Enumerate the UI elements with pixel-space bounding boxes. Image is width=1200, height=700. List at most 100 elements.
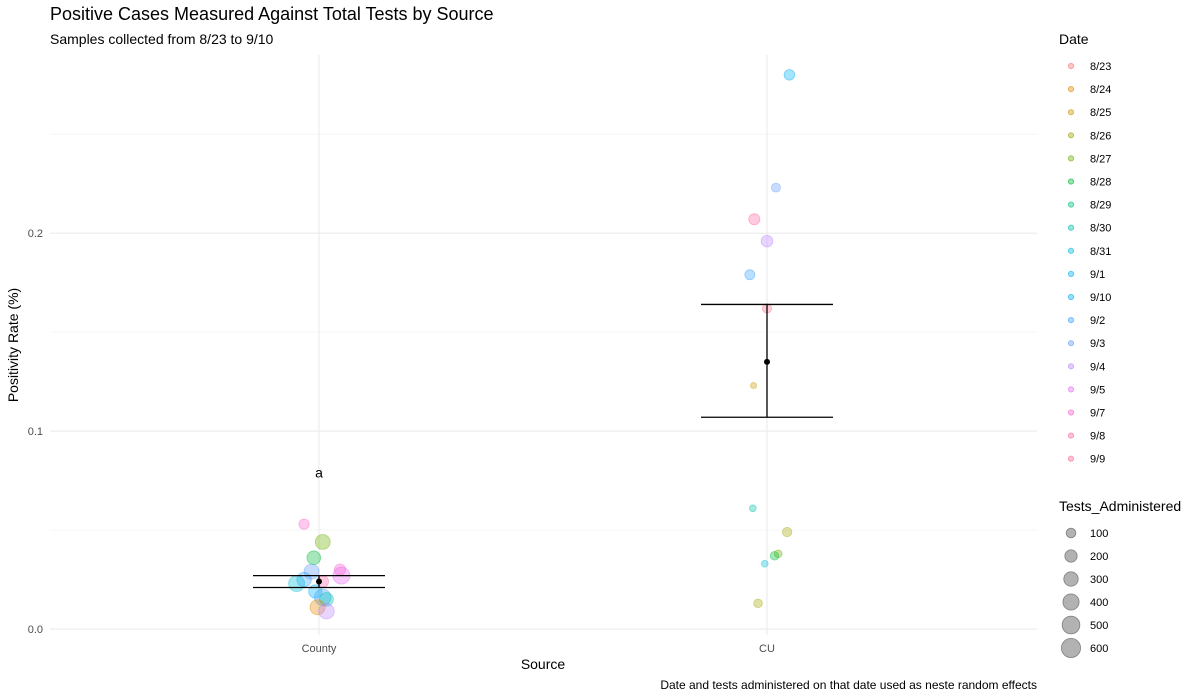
legend-label: 8/28 — [1090, 177, 1111, 189]
legend: Date 8/23 8/24 8/25 8/26 8/27 8/28 8/29 8/30 8/3… — [1059, 31, 1181, 659]
data-point — [306, 550, 322, 566]
y-axis-title: Positivity Rate (%) — [5, 288, 21, 402]
size-legend-item: 400 — [1062, 593, 1108, 611]
legend-label: 8/31 — [1090, 246, 1111, 258]
legend-label: 9/2 — [1090, 315, 1105, 327]
legend-key — [1065, 527, 1077, 539]
legend-label: 600 — [1090, 643, 1108, 655]
legend-key — [1067, 270, 1075, 277]
size-legend-items: 100 200 300 400 500 600 — [1061, 527, 1108, 659]
legend-label: 8/25 — [1090, 107, 1111, 119]
data-point — [750, 382, 758, 390]
color-legend-item: 9/10 — [1067, 292, 1111, 304]
legend-label: 8/30 — [1090, 223, 1111, 235]
estimate-point — [316, 578, 322, 585]
data-point — [749, 504, 757, 513]
legend-key — [1067, 340, 1075, 347]
data-point — [298, 518, 310, 530]
chart-title: Positive Cases Measured Against Total Te… — [50, 4, 494, 24]
data-point — [783, 69, 796, 81]
color-legend-item: 9/5 — [1067, 384, 1105, 396]
estimate-layer — [253, 303, 833, 589]
legend-label: 9/8 — [1090, 431, 1105, 443]
legend-key — [1067, 201, 1075, 208]
color-legend-item: 8/30 — [1067, 223, 1111, 235]
data-point — [753, 598, 763, 609]
data-point — [760, 234, 774, 248]
legend-key — [1063, 571, 1079, 587]
legend-key — [1067, 317, 1075, 324]
x-axis-title: Source — [521, 656, 566, 672]
y-tick-label: 0.0 — [28, 624, 43, 636]
legend-label: 9/1 — [1090, 269, 1105, 281]
color-legend-item: 8/31 — [1067, 246, 1111, 258]
legend-label: 8/27 — [1090, 153, 1111, 165]
legend-label: 8/24 — [1090, 84, 1111, 96]
y-tick-label: 0.2 — [28, 228, 43, 240]
legend-label: 100 — [1090, 528, 1108, 540]
color-legend-item: 9/3 — [1067, 338, 1105, 350]
data-point — [314, 588, 332, 607]
legend-key — [1061, 615, 1081, 635]
color-legend-title: Date — [1059, 31, 1089, 47]
color-legend-item: 9/9 — [1067, 454, 1105, 466]
size-legend-title: Tests_Administered — [1059, 498, 1181, 514]
color-legend-items: 8/23 8/24 8/25 8/26 8/27 8/28 8/29 8/30 8/31 9/1 9… — [1067, 61, 1111, 466]
color-legend-item: 8/28 — [1067, 177, 1111, 189]
estimate-point — [764, 358, 770, 365]
color-legend-item: 8/29 — [1067, 200, 1111, 212]
legend-key — [1067, 132, 1075, 139]
legend-label: 9/7 — [1090, 408, 1105, 420]
legend-label: 9/5 — [1090, 384, 1105, 396]
data-point — [318, 603, 335, 620]
chart-subtitle: Samples collected from 8/23 to 9/10 — [50, 31, 274, 47]
legend-label: 9/9 — [1090, 454, 1105, 466]
legend-key — [1061, 638, 1082, 659]
color-legend-item: 8/25 — [1067, 107, 1111, 119]
annotation-label: a — [315, 465, 323, 481]
legend-key — [1062, 593, 1080, 611]
color-legend-item: 9/8 — [1067, 431, 1105, 443]
color-legend-item: 8/23 — [1067, 61, 1111, 73]
data-point — [319, 592, 334, 607]
data-point — [748, 213, 761, 226]
chart-caption: Date and tests administered on that date… — [660, 678, 1037, 692]
x-tick-label: County — [302, 643, 337, 655]
color-legend-item: 8/24 — [1067, 84, 1111, 96]
color-legend-item: 9/1 — [1067, 269, 1105, 281]
legend-label: 400 — [1090, 597, 1108, 609]
legend-key — [1067, 109, 1075, 116]
points-layer — [288, 69, 796, 620]
estimate-errorbar — [253, 574, 385, 589]
legend-label: 9/10 — [1090, 292, 1111, 304]
color-legend-item: 9/7 — [1067, 408, 1105, 420]
size-legend-item: 600 — [1061, 638, 1108, 659]
data-point — [760, 559, 769, 568]
estimate-errorbar — [701, 303, 833, 418]
data-point — [288, 575, 305, 592]
color-legend-item: 8/26 — [1067, 130, 1111, 142]
data-point — [782, 526, 793, 538]
legend-key — [1067, 224, 1075, 231]
legend-label: 9/3 — [1090, 338, 1105, 350]
color-legend-item: 9/4 — [1067, 361, 1105, 373]
legend-label: 8/29 — [1090, 200, 1111, 212]
legend-key — [1067, 178, 1075, 185]
grid-layer — [50, 55, 1037, 635]
legend-label: 500 — [1090, 620, 1108, 632]
x-tick-label: CU — [759, 643, 775, 655]
legend-label: 8/26 — [1090, 130, 1111, 142]
color-legend-item: 9/2 — [1067, 315, 1105, 327]
size-legend-item: 300 — [1063, 571, 1108, 587]
y-tick-label: 0.1 — [28, 426, 43, 438]
legend-key — [1067, 432, 1075, 439]
color-legend-item: 8/27 — [1067, 153, 1111, 165]
legend-key — [1067, 409, 1075, 416]
legend-key — [1067, 386, 1075, 393]
legend-key — [1067, 155, 1075, 162]
legend-key — [1067, 86, 1075, 93]
legend-label: 200 — [1090, 551, 1108, 563]
tick-layer: 0.0 0.1 0.2 County CU — [28, 228, 775, 655]
legend-key — [1067, 293, 1075, 301]
